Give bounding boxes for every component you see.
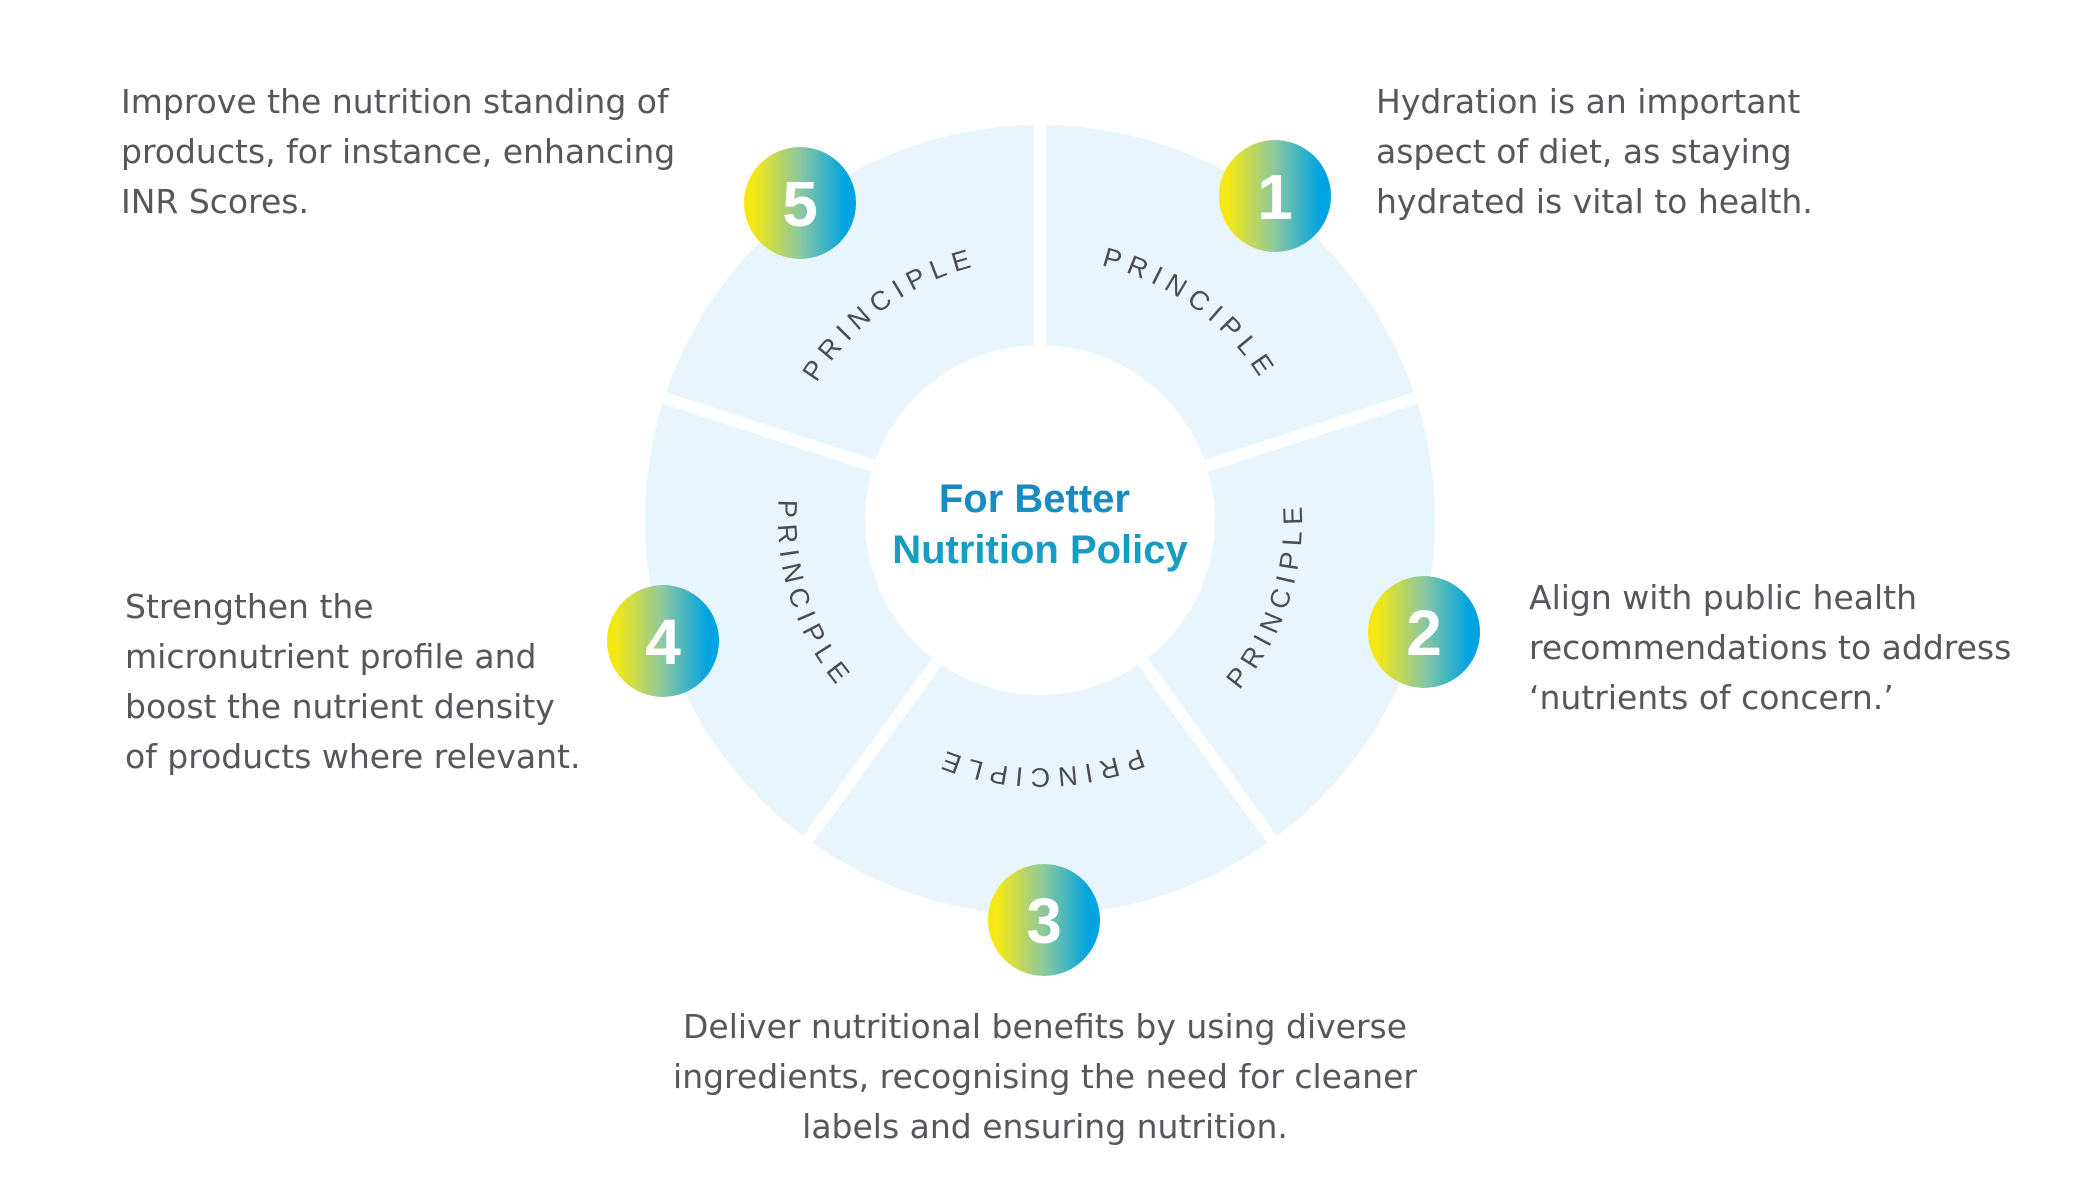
principle-2-line: ‘nutrients of concern.’: [1529, 678, 1894, 717]
principle-3-line: ingredients, recognising the need for cl…: [673, 1057, 1417, 1096]
principle-2-segment: [1145, 403, 1435, 836]
principle-2-description: Align with public health recommendations…: [1529, 573, 2011, 723]
principle-5-line: INR Scores.: [121, 182, 309, 221]
principle-4-line: of products where relevant.: [125, 737, 581, 776]
center-hub: [865, 345, 1215, 695]
center-title: For Better Nutrition Policy: [892, 477, 1188, 572]
principle-3-number: 3: [1026, 885, 1062, 957]
principle-5-number: 5: [782, 168, 818, 240]
principle-4-description: Strengthen the micronutrient profile and…: [125, 582, 580, 782]
principle-1-number: 1: [1257, 161, 1293, 233]
principle-4-segment: [644, 403, 935, 836]
principle-5-description: Improve the nutrition standing of produc…: [121, 77, 675, 227]
center-title-line-1: For Better: [939, 477, 1130, 521]
principle-2-badge: [1368, 576, 1480, 688]
principle-2-line: Align with public health: [1529, 578, 1918, 617]
principle-3-description: Deliver nutritional benefits by using di…: [595, 1002, 1495, 1152]
principle-2-line: recommendations to address: [1529, 628, 2012, 667]
principle-4-line: Strengthen the: [125, 587, 374, 626]
principle-4-badge: [607, 585, 719, 697]
principle-4-line: micronutrient profile and: [125, 637, 537, 676]
principle-3-line: Deliver nutritional benefits by using di…: [682, 1007, 1408, 1046]
principle-1-line: aspect of diet, as staying: [1376, 132, 1792, 171]
principle-1-line: Hydration is an important: [1376, 82, 1801, 121]
principle-1-line: hydrated is vital to health.: [1376, 182, 1813, 221]
principle-3-badge: [988, 864, 1100, 976]
principle-1-badge: [1219, 140, 1331, 252]
principle-5-line: Improve the nutrition standing of: [121, 82, 669, 121]
principle-5-badge: [744, 147, 856, 259]
principle-3-line: labels and ensuring nutrition.: [802, 1107, 1288, 1146]
center-title-line-2: Nutrition Policy: [892, 528, 1188, 572]
principle-3-segment: [812, 662, 1268, 915]
principle-2-number: 2: [1406, 597, 1442, 669]
principle-4-number: 4: [645, 606, 681, 678]
principle-5-line: products, for instance, enhancing: [121, 132, 676, 171]
principle-4-line: boost the nutrient density: [125, 687, 555, 726]
principle-1-description: Hydration is an important aspect of diet…: [1376, 77, 1813, 227]
